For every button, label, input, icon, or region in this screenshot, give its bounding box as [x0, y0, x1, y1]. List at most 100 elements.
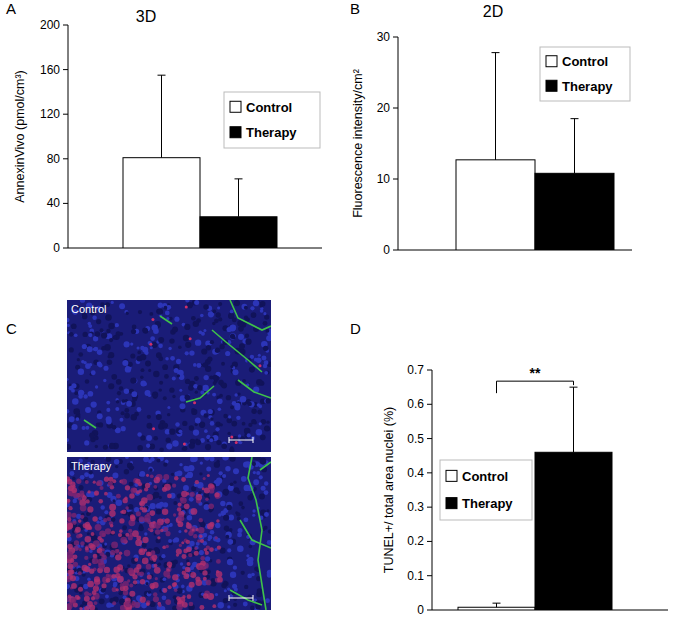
nucleus — [125, 366, 131, 372]
nucleus — [115, 407, 119, 411]
nucleus — [106, 408, 110, 412]
nucleus — [175, 422, 180, 427]
nucleus — [265, 598, 270, 603]
nucleus — [122, 360, 128, 366]
nucleus — [176, 428, 182, 434]
tunel-signal — [85, 499, 89, 503]
y-tick-label: 160 — [40, 63, 60, 77]
tunel-signal — [184, 529, 188, 533]
nucleus — [230, 405, 234, 409]
nucleus — [197, 385, 202, 390]
tunel-signal — [78, 587, 83, 592]
tunel-signal — [129, 591, 135, 597]
nucleus — [184, 324, 190, 330]
tunel-signal — [95, 584, 98, 587]
nucleus — [170, 356, 175, 361]
y-tick-label: 20 — [377, 101, 391, 115]
nucleus — [97, 362, 102, 367]
tunel-signal — [165, 518, 170, 523]
nucleus — [261, 486, 266, 491]
nucleus — [223, 489, 229, 495]
nucleus — [263, 364, 267, 368]
tunel-signal — [116, 549, 119, 552]
tunel-signal — [67, 563, 73, 569]
nucleus — [189, 425, 194, 430]
nucleus — [184, 466, 190, 472]
nucleus — [83, 332, 88, 337]
tunel-signal — [71, 583, 77, 589]
tunel-signal — [136, 511, 141, 516]
nucleus — [157, 309, 163, 315]
nucleus — [96, 319, 101, 324]
nucleus — [188, 385, 194, 391]
nucleus — [258, 354, 261, 357]
nucleus — [153, 436, 158, 441]
nucleus — [164, 306, 168, 310]
nucleus — [132, 325, 137, 330]
nucleus — [266, 398, 271, 403]
tunel-signal — [192, 528, 195, 531]
nucleus — [263, 312, 266, 315]
nucleus — [106, 329, 110, 333]
tunel-signal — [142, 537, 148, 543]
nucleus — [195, 418, 201, 424]
nucleus — [124, 408, 129, 413]
nucleus — [228, 539, 234, 545]
nucleus — [121, 411, 125, 415]
nucleus — [124, 469, 129, 474]
nucleus — [241, 506, 245, 510]
nucleus — [103, 379, 106, 382]
nucleus — [112, 472, 118, 478]
nucleus — [227, 559, 233, 565]
error-bar — [571, 119, 579, 174]
nucleus — [243, 517, 248, 522]
nucleus — [111, 301, 114, 304]
nucleus — [185, 474, 189, 478]
nucleus — [141, 368, 145, 372]
tunel-signal — [186, 540, 190, 544]
nucleus — [178, 345, 182, 349]
title: 3D — [136, 8, 156, 25]
y-tick — [427, 541, 432, 542]
nucleus — [67, 409, 69, 413]
nucleus — [264, 490, 269, 495]
nucleus — [209, 375, 213, 379]
tunel-signal — [142, 507, 147, 512]
tunel-signal — [133, 580, 137, 584]
tunel-signal — [173, 513, 176, 516]
nucleus — [150, 503, 156, 509]
nucleus — [241, 571, 245, 575]
bar — [456, 160, 535, 250]
y-tick-label: 30 — [377, 30, 391, 44]
nucleus — [198, 491, 202, 495]
tunel-signal — [80, 505, 87, 512]
panel-label: A — [6, 0, 16, 17]
nucleus — [178, 530, 181, 533]
legend: ControlTherapy — [540, 47, 630, 101]
nucleus — [266, 420, 269, 423]
nucleus — [159, 343, 163, 347]
nucleus — [193, 363, 197, 367]
nucleus — [113, 499, 116, 502]
nucleus — [218, 407, 222, 411]
nucleus — [244, 585, 248, 589]
tunel-signal — [190, 572, 196, 578]
nucleus — [88, 391, 94, 397]
tunel-signal — [140, 579, 145, 584]
nucleus — [245, 339, 251, 345]
tunel-signal — [186, 492, 190, 496]
tunel-signal — [151, 318, 154, 321]
tunel-signal — [127, 568, 133, 574]
y-tick — [427, 438, 432, 439]
nucleus — [199, 550, 204, 555]
nucleus — [267, 540, 271, 545]
nucleus — [253, 471, 256, 474]
tunel-signal — [88, 563, 91, 566]
nucleus — [227, 587, 230, 590]
tunel-signal — [181, 477, 186, 482]
nucleus — [227, 548, 231, 552]
micrograph-content — [67, 300, 271, 452]
nucleus — [85, 379, 89, 383]
tunel-signal — [214, 493, 220, 499]
nucleus — [236, 512, 240, 516]
